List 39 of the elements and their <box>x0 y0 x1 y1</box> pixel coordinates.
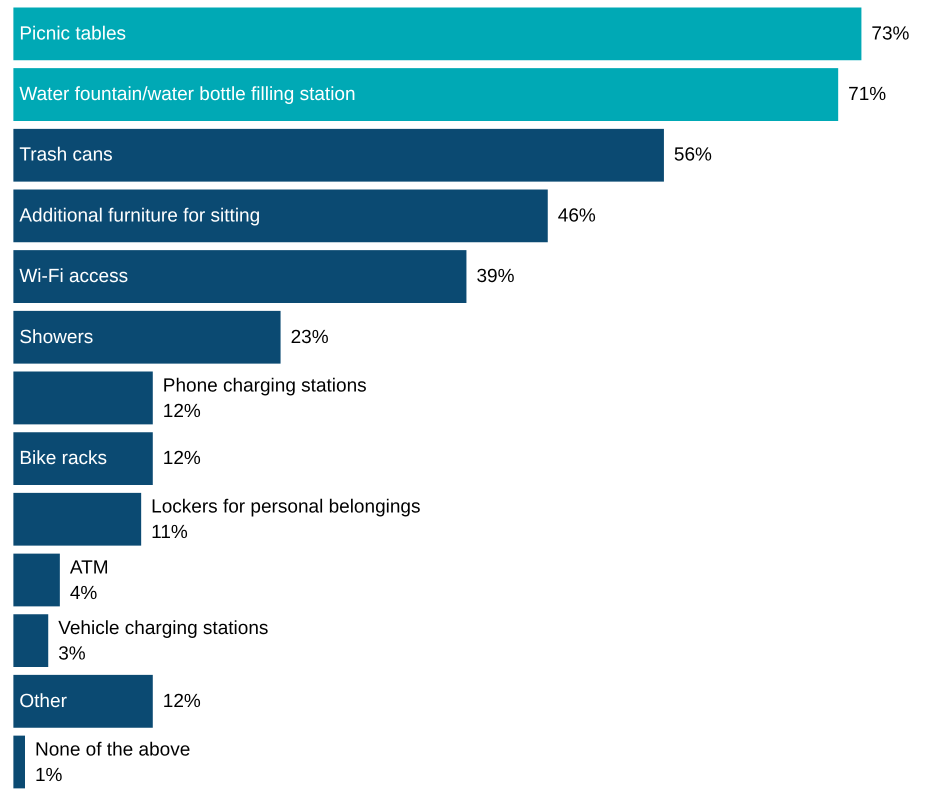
y-tick-label: Wi-Fi access <box>19 266 128 288</box>
y-tick-label: Additional furniture for sitting <box>19 205 260 226</box>
y-tick-label: Other <box>19 690 68 712</box>
y-tick-label: Picnic tables <box>19 23 126 44</box>
bar <box>13 250 466 303</box>
bar <box>13 674 153 728</box>
data-label: 12% <box>162 400 201 422</box>
y-tick-label: None of the above <box>35 739 190 760</box>
bar <box>13 554 60 606</box>
bar <box>13 190 548 242</box>
data-label: 73% <box>871 23 910 44</box>
data-label: 46% <box>558 205 596 226</box>
data-label: 56% <box>674 144 712 166</box>
y-tick-label: Showers <box>19 326 94 348</box>
y-tick-label: Trash cans <box>19 144 113 166</box>
y-tick-label: Vehicle charging stations <box>58 618 268 640</box>
bar <box>13 128 664 182</box>
data-label: 39% <box>476 266 515 288</box>
data-label: 71% <box>848 84 886 106</box>
bar <box>13 310 281 364</box>
data-label: 12% <box>162 690 201 712</box>
bar <box>13 68 838 121</box>
bar <box>13 736 25 788</box>
y-tick-label: Phone charging stations <box>162 375 367 396</box>
y-tick-label: Bike racks <box>19 448 108 470</box>
y-tick-label: Lockers for personal belongings <box>151 496 421 518</box>
data-label: 3% <box>58 643 86 664</box>
bar <box>13 614 48 668</box>
bar <box>13 372 153 424</box>
data-label: 12% <box>162 448 201 470</box>
bar <box>13 492 142 546</box>
data-label: 23% <box>290 326 329 348</box>
data-label: 11% <box>151 522 188 544</box>
bar <box>13 432 153 486</box>
data-label: 4% <box>70 582 98 604</box>
y-tick-label: Water fountain/water bottle filling station <box>19 84 356 106</box>
bar <box>13 7 862 60</box>
y-tick-label: ATM <box>70 557 109 578</box>
data-label: 1% <box>35 764 63 786</box>
